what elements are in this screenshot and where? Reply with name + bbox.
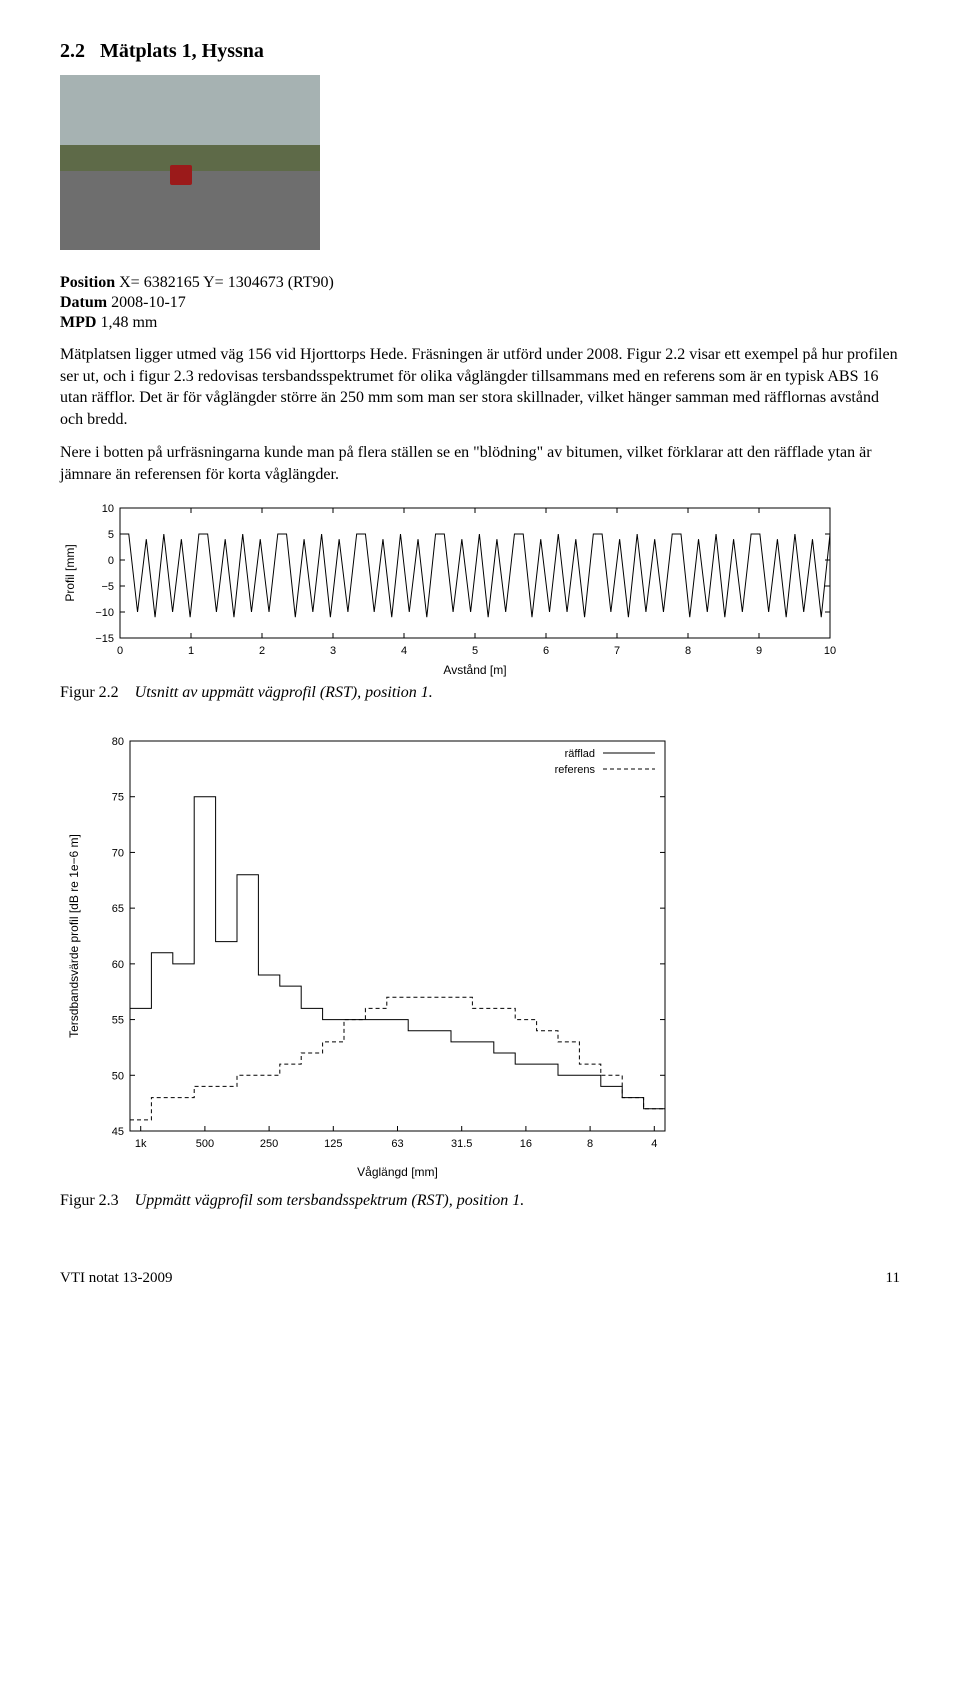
footer-left: VTI notat 13-2009 [60, 1270, 172, 1287]
meta-datum-label: Datum [60, 294, 107, 311]
meta-position-label: Position [60, 274, 115, 291]
svg-text:16: 16 [520, 1138, 532, 1150]
svg-text:5: 5 [108, 529, 114, 541]
svg-text:125: 125 [324, 1138, 342, 1150]
svg-text:1: 1 [188, 645, 194, 657]
svg-text:31.5: 31.5 [451, 1138, 472, 1150]
footer-right: 11 [886, 1270, 900, 1287]
paragraph-1: Mätplatsen ligger utmed väg 156 vid Hjor… [60, 344, 900, 430]
svg-text:5: 5 [472, 645, 478, 657]
svg-text:1k: 1k [135, 1138, 147, 1150]
svg-text:9: 9 [756, 645, 762, 657]
svg-text:4: 4 [401, 645, 407, 657]
svg-text:3: 3 [330, 645, 336, 657]
svg-text:45: 45 [112, 1126, 124, 1138]
svg-text:80: 80 [112, 736, 124, 748]
meta-mpd-label: MPD [60, 314, 96, 331]
svg-text:2: 2 [259, 645, 265, 657]
svg-text:70: 70 [112, 847, 124, 859]
svg-text:referens: referens [555, 764, 596, 776]
svg-text:10: 10 [102, 503, 114, 515]
svg-text:0: 0 [117, 645, 123, 657]
svg-text:63: 63 [391, 1138, 403, 1150]
section-title: Mätplats 1, Hyssna [100, 40, 264, 62]
svg-text:4: 4 [651, 1138, 657, 1150]
figure-2-3-text: Uppmätt vägprofil som tersbandsspektrum … [135, 1192, 525, 1209]
svg-text:Avstånd [m]: Avstånd [m] [443, 663, 506, 677]
figure-2-2-text: Utsnitt av uppmätt vägprofil (RST), posi… [135, 684, 433, 701]
svg-text:8: 8 [587, 1138, 593, 1150]
svg-text:Tersdbandsvärde profil [dB re: Tersdbandsvärde profil [dB re 1e−6 m] [67, 834, 81, 1038]
figure-2-2-chart: −15 −10 −5 0 5 10 0 1 2 3 4 5 6 7 8 9 10 Avstånd [m] Profi… [60, 498, 840, 678]
svg-text:0: 0 [108, 555, 114, 567]
svg-text:10: 10 [824, 645, 836, 657]
page-footer: VTI notat 13-2009 11 [60, 1270, 900, 1287]
svg-text:75: 75 [112, 791, 124, 803]
svg-text:−5: −5 [101, 581, 114, 593]
paragraph-2: Nere i botten på urfräsningarna kunde ma… [60, 442, 900, 485]
svg-text:250: 250 [260, 1138, 278, 1150]
svg-text:8: 8 [685, 645, 691, 657]
svg-text:50: 50 [112, 1070, 124, 1082]
svg-text:65: 65 [112, 903, 124, 915]
meta-position: Position X= 6382165 Y= 1304673 (RT90) [60, 274, 900, 292]
figure-2-3-chart: 45 50 55 60 65 70 75 80 1k 500 250 125 63 31.5 16 8 4 Våg… [60, 726, 680, 1186]
meta-datum: Datum 2008-10-17 [60, 294, 900, 312]
svg-text:55: 55 [112, 1014, 124, 1026]
section-heading: 2.2 Mätplats 1, Hyssna [60, 40, 900, 63]
svg-text:6: 6 [543, 645, 549, 657]
figure-2-3-label: Figur 2.3 [60, 1192, 119, 1209]
section-number: 2.2 [60, 40, 85, 62]
svg-text:500: 500 [196, 1138, 214, 1150]
meta-position-value: X= 6382165 Y= 1304673 (RT90) [119, 274, 334, 291]
svg-text:−10: −10 [95, 607, 114, 619]
figure-2-3-caption: Figur 2.3 Uppmätt vägprofil som tersband… [60, 1192, 900, 1210]
svg-text:7: 7 [614, 645, 620, 657]
svg-text:Våglängd [mm]: Våglängd [mm] [357, 1165, 438, 1179]
svg-text:60: 60 [112, 958, 124, 970]
meta-datum-value: 2008-10-17 [111, 294, 186, 311]
meta-mpd: MPD 1,48 mm [60, 314, 900, 332]
svg-text:räfflad: räfflad [565, 748, 595, 760]
figure-2-2-label: Figur 2.2 [60, 684, 119, 701]
meta-mpd-value: 1,48 mm [100, 314, 157, 331]
svg-text:Profil [mm]: Profil [mm] [63, 544, 77, 601]
figure-2-2-caption: Figur 2.2 Utsnitt av uppmätt vägprofil (… [60, 684, 900, 702]
svg-text:−15: −15 [95, 633, 114, 645]
site-photo [60, 75, 320, 250]
